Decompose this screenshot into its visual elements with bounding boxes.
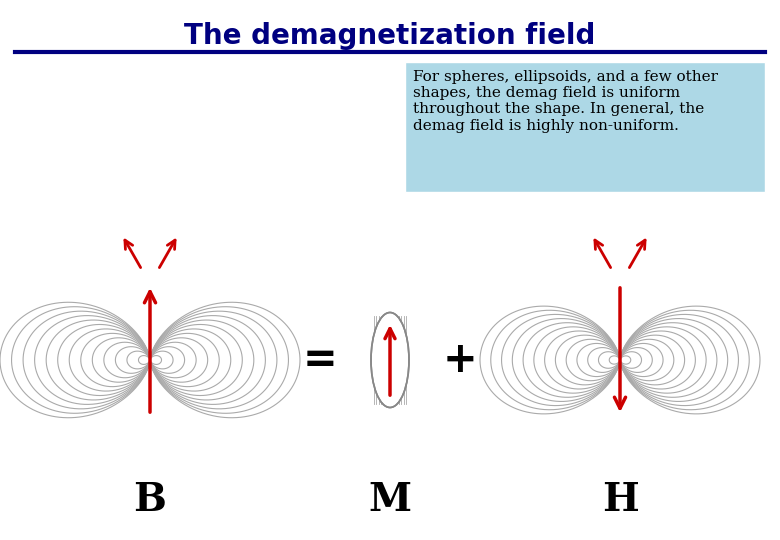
FancyBboxPatch shape <box>405 62 765 192</box>
Text: +: + <box>442 339 477 381</box>
Text: M: M <box>368 481 412 519</box>
Ellipse shape <box>371 313 409 408</box>
Text: =: = <box>303 339 338 381</box>
Text: B: B <box>133 481 166 519</box>
Text: H: H <box>601 481 638 519</box>
Text: The demagnetization field: The demagnetization field <box>184 22 596 50</box>
Text: For spheres, ellipsoids, and a few other
shapes, the demag field is uniform
thro: For spheres, ellipsoids, and a few other… <box>413 70 718 133</box>
